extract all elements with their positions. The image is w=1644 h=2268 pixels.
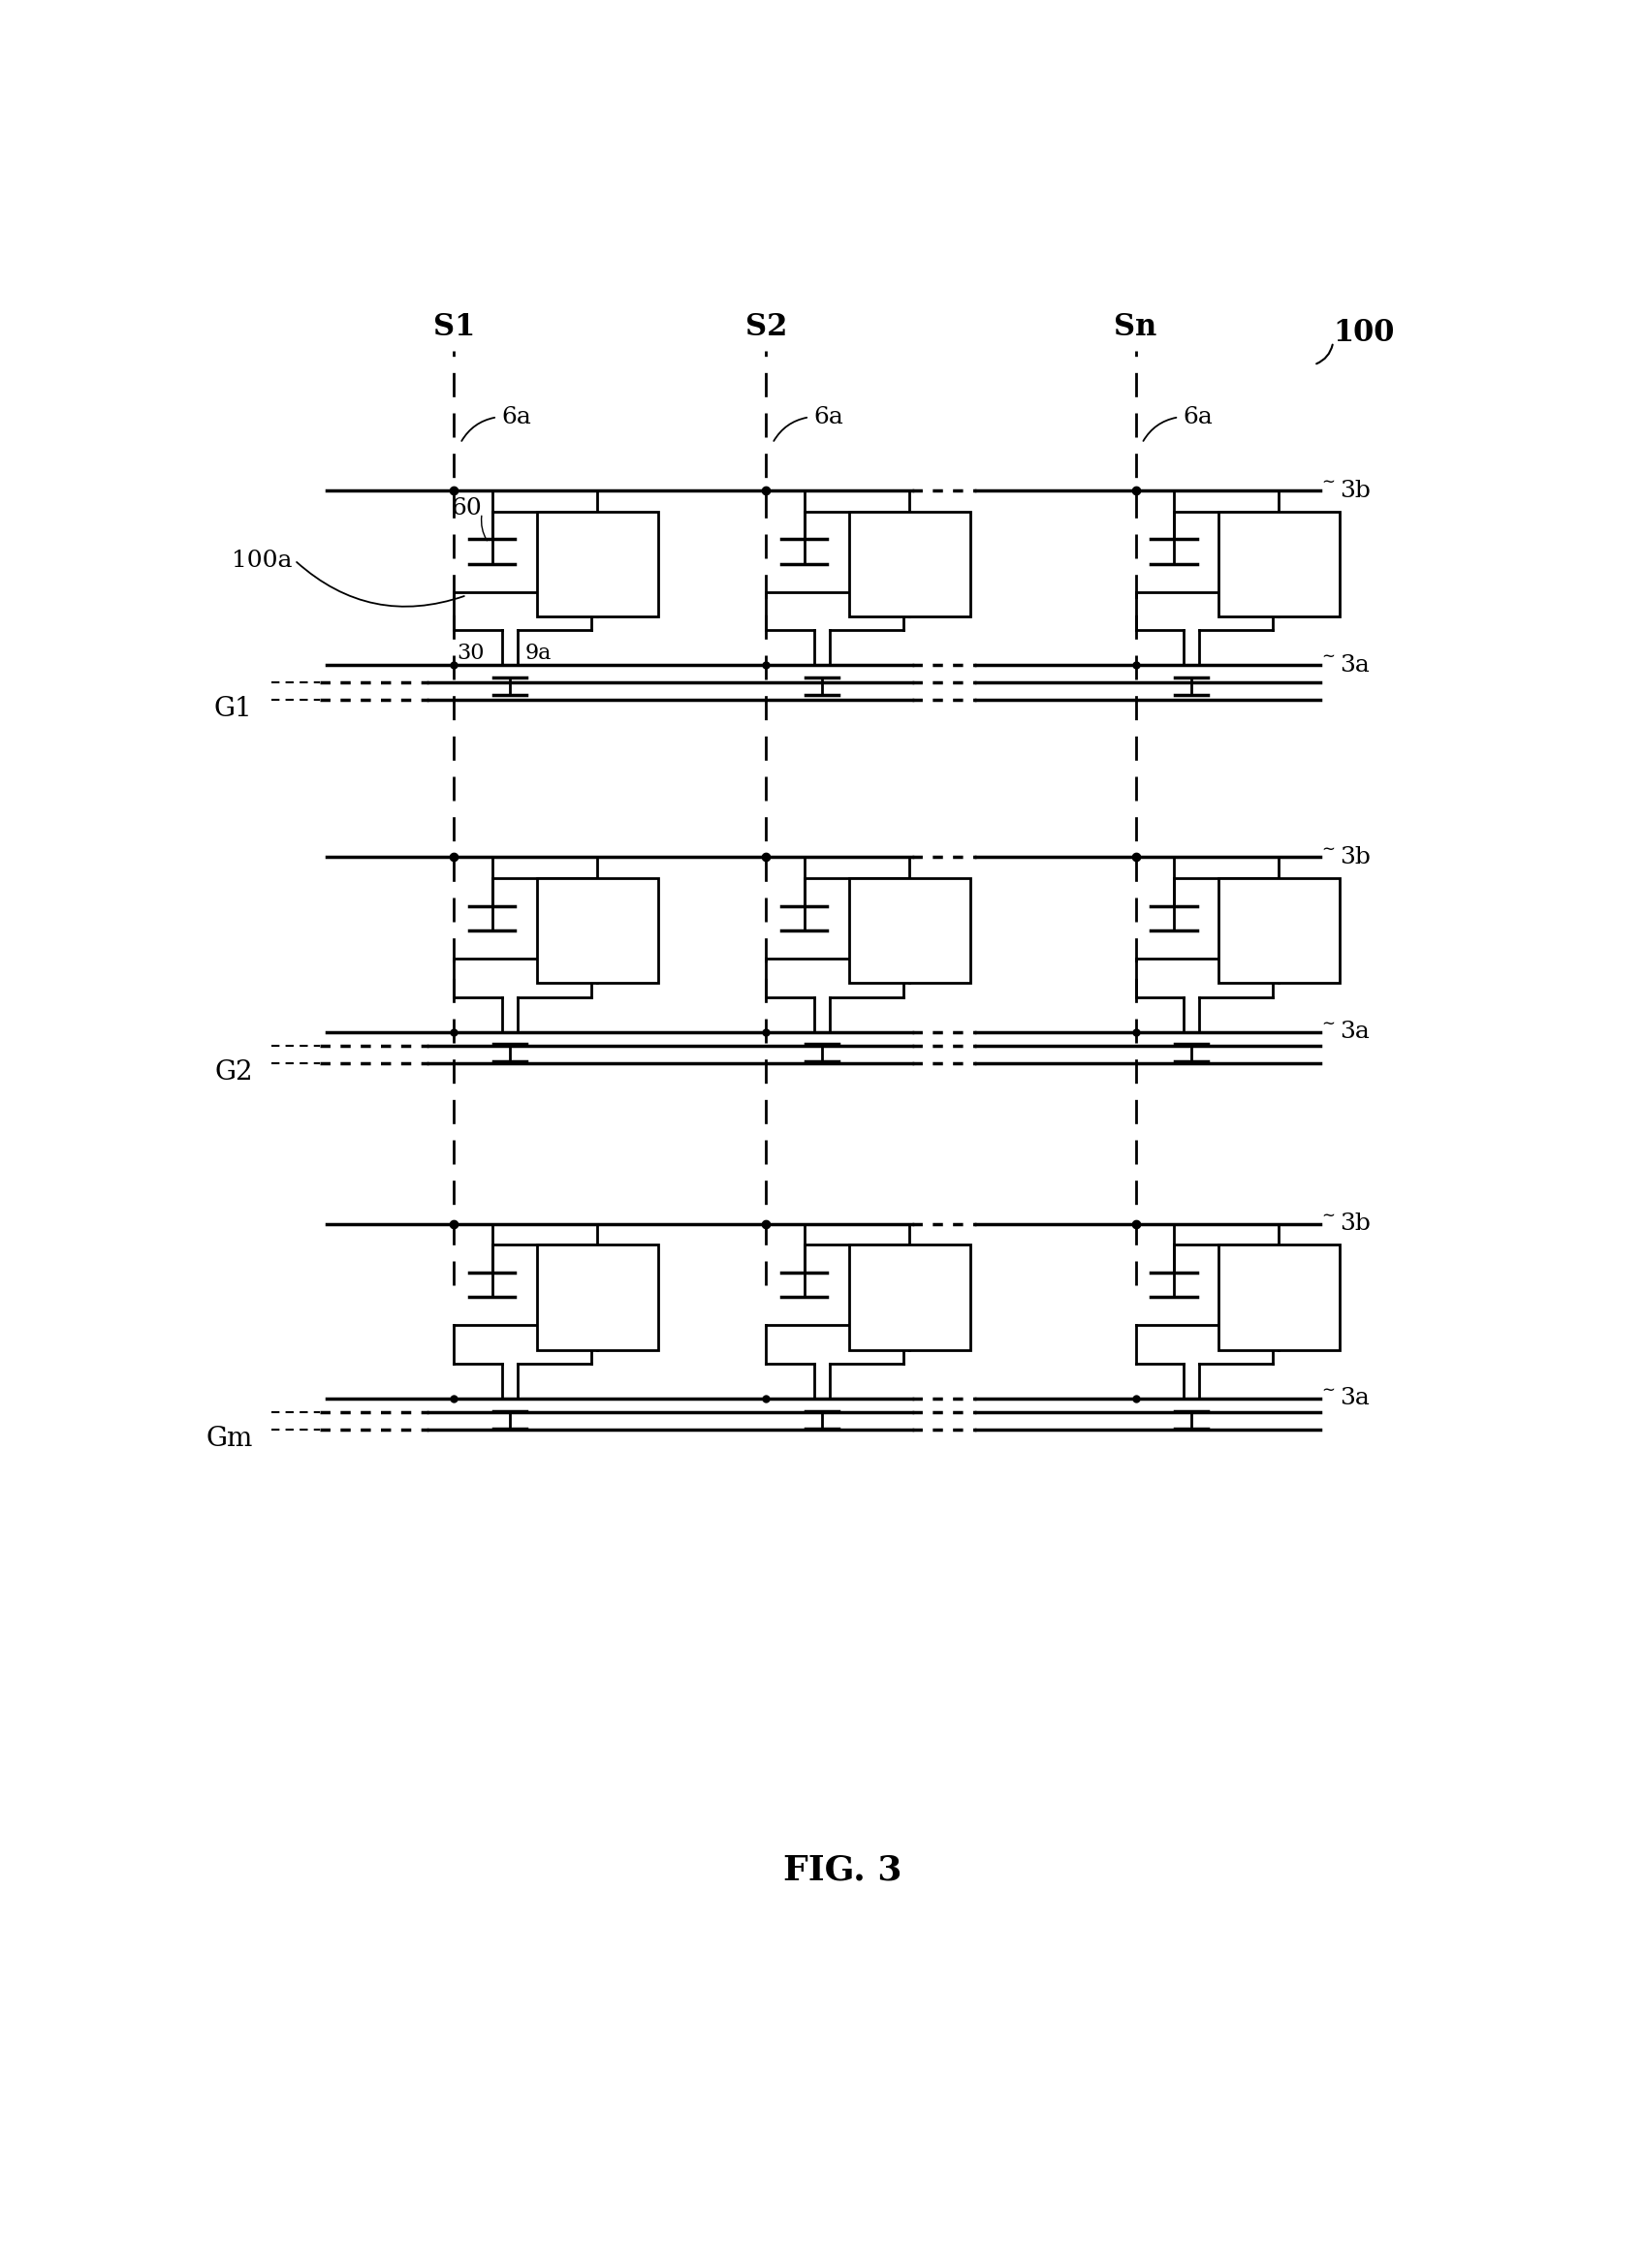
Text: ∼: ∼	[1322, 649, 1335, 665]
Text: 9a: 9a	[526, 642, 552, 665]
Text: 6a: 6a	[814, 406, 843, 429]
Bar	[848, 510, 970, 617]
Text: FIG. 3: FIG. 3	[783, 1853, 903, 1887]
Text: 3a: 3a	[1340, 1021, 1369, 1043]
Bar	[848, 1245, 970, 1349]
Text: S1: S1	[432, 313, 475, 342]
Text: G2: G2	[214, 1059, 253, 1084]
Text: ∼: ∼	[1322, 1381, 1335, 1399]
Bar	[848, 878, 970, 982]
Text: Gm: Gm	[206, 1427, 253, 1452]
Text: 6a: 6a	[1182, 406, 1213, 429]
Bar	[1218, 510, 1340, 617]
Text: S2: S2	[745, 313, 787, 342]
Text: ∼: ∼	[1322, 1014, 1335, 1032]
Bar	[536, 1245, 658, 1349]
Text: 3a: 3a	[1340, 1388, 1369, 1411]
Bar	[536, 510, 658, 617]
Text: 3b: 3b	[1340, 1213, 1371, 1236]
Text: ∼: ∼	[1322, 474, 1335, 490]
Bar	[1218, 878, 1340, 982]
Bar	[536, 878, 658, 982]
Text: 3b: 3b	[1340, 846, 1371, 869]
Text: Sn: Sn	[1115, 313, 1157, 342]
Text: 6a: 6a	[501, 406, 531, 429]
Text: ∼: ∼	[1322, 839, 1335, 857]
Text: 100a: 100a	[232, 549, 293, 572]
Text: 100: 100	[1333, 318, 1394, 349]
Text: 3b: 3b	[1340, 479, 1371, 501]
Text: 3a: 3a	[1340, 653, 1369, 676]
Bar	[1218, 1245, 1340, 1349]
Text: 60: 60	[450, 497, 482, 519]
Text: 30: 30	[457, 642, 483, 665]
Text: G1: G1	[214, 696, 253, 721]
Text: ∼: ∼	[1322, 1207, 1335, 1225]
